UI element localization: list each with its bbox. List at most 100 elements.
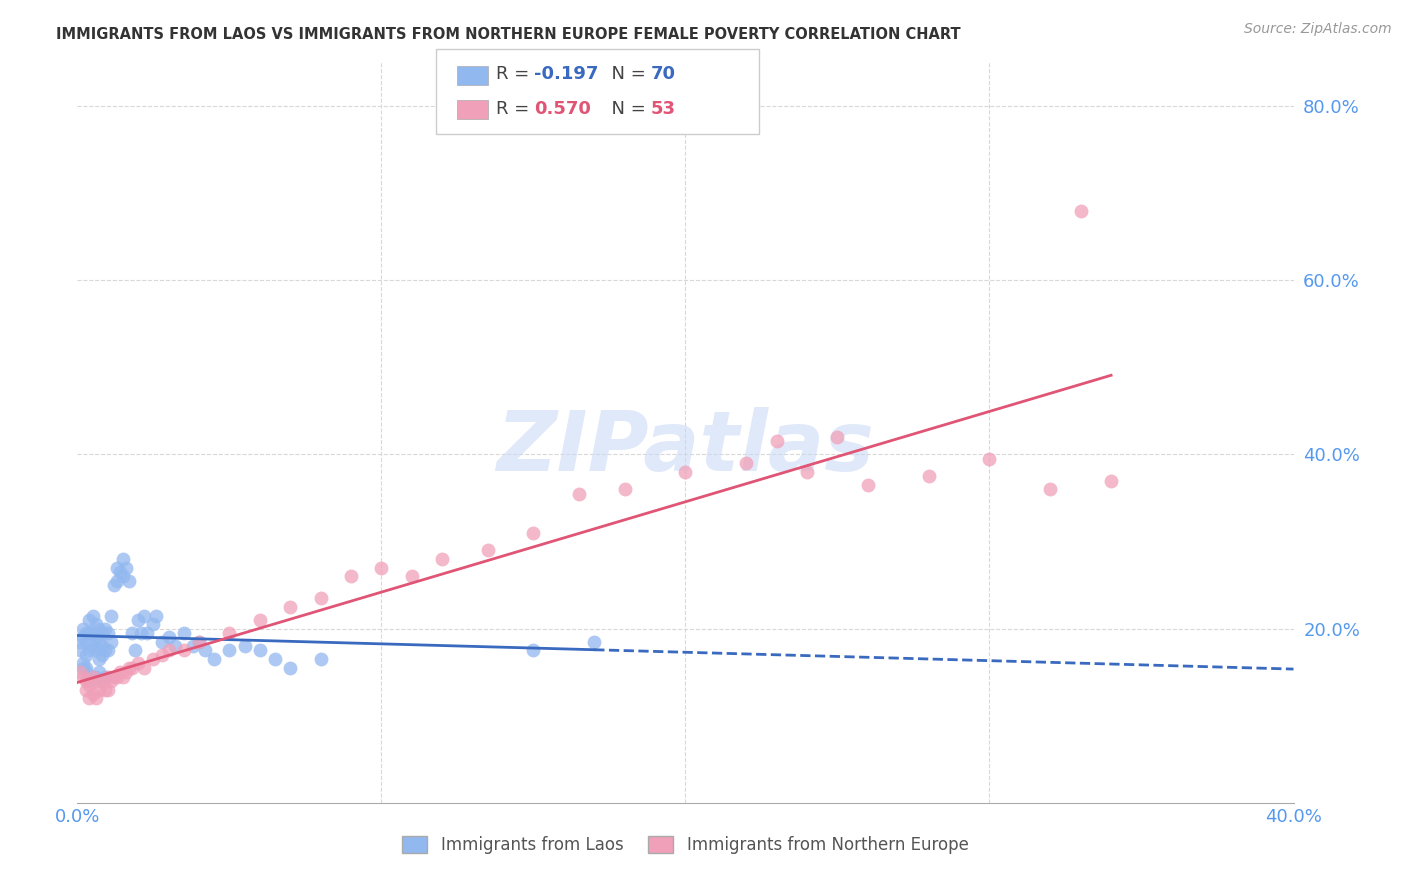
- Text: N =: N =: [600, 100, 652, 118]
- Point: [84, 669, 107, 683]
- Point: [152, 634, 174, 648]
- Point: [90, 648, 112, 662]
- Point: [522, 643, 544, 657]
- Point: [796, 465, 818, 479]
- Point: [264, 652, 287, 666]
- Point: [72, 661, 94, 675]
- Point: [82, 687, 104, 701]
- Point: [142, 617, 165, 632]
- Point: [127, 613, 149, 627]
- Point: [1099, 474, 1122, 488]
- Point: [87, 665, 110, 680]
- Point: [157, 643, 180, 657]
- Point: [194, 643, 217, 657]
- Point: [82, 626, 104, 640]
- Point: [75, 682, 97, 697]
- Point: [84, 643, 107, 657]
- Point: [370, 560, 392, 574]
- Point: [72, 630, 94, 644]
- Text: -0.197: -0.197: [534, 65, 599, 84]
- Point: [69, 634, 91, 648]
- Point: [278, 599, 301, 614]
- Point: [613, 482, 636, 496]
- Point: [84, 617, 107, 632]
- Point: [401, 569, 423, 583]
- Point: [1039, 482, 1062, 496]
- Point: [84, 673, 107, 688]
- Point: [127, 657, 149, 671]
- Point: [218, 626, 240, 640]
- Point: [173, 626, 195, 640]
- Point: [233, 639, 256, 653]
- Point: [82, 669, 104, 683]
- Point: [87, 622, 110, 636]
- Point: [477, 543, 499, 558]
- Point: [87, 652, 110, 666]
- Point: [129, 626, 152, 640]
- Text: 53: 53: [651, 100, 676, 118]
- Point: [157, 630, 180, 644]
- Point: [115, 560, 138, 574]
- Point: [93, 622, 115, 636]
- Point: [583, 634, 606, 648]
- Point: [100, 634, 122, 648]
- Text: R =: R =: [496, 65, 536, 84]
- Point: [181, 639, 204, 653]
- Point: [202, 652, 225, 666]
- Point: [79, 626, 101, 640]
- Point: [856, 478, 879, 492]
- Point: [84, 691, 107, 706]
- Point: [124, 643, 146, 657]
- Point: [87, 682, 110, 697]
- Point: [136, 626, 159, 640]
- Point: [82, 669, 104, 683]
- Point: [675, 465, 697, 479]
- Point: [97, 669, 120, 683]
- Point: [82, 608, 104, 623]
- Point: [93, 669, 115, 683]
- Point: [97, 626, 120, 640]
- Point: [108, 665, 131, 680]
- Point: [90, 673, 112, 688]
- Legend: Immigrants from Laos, Immigrants from Northern Europe: Immigrants from Laos, Immigrants from No…: [395, 830, 976, 861]
- Text: ZIPatlas: ZIPatlas: [496, 407, 875, 488]
- Point: [87, 634, 110, 648]
- Text: Source: ZipAtlas.com: Source: ZipAtlas.com: [1244, 22, 1392, 37]
- Point: [121, 661, 143, 675]
- Point: [75, 648, 97, 662]
- Point: [278, 661, 301, 675]
- Point: [142, 652, 165, 666]
- Point: [218, 643, 240, 657]
- Text: 0.570: 0.570: [534, 100, 591, 118]
- Point: [69, 665, 91, 680]
- Point: [75, 626, 97, 640]
- Point: [79, 643, 101, 657]
- Point: [340, 569, 363, 583]
- Point: [72, 657, 94, 671]
- Point: [1070, 203, 1092, 218]
- Text: N =: N =: [600, 65, 652, 84]
- Point: [111, 552, 134, 566]
- Point: [735, 456, 758, 470]
- Point: [309, 591, 332, 606]
- Point: [979, 451, 1001, 466]
- Point: [134, 608, 156, 623]
- Point: [93, 643, 115, 657]
- Text: R =: R =: [496, 100, 536, 118]
- Point: [188, 634, 211, 648]
- Point: [97, 643, 120, 657]
- Point: [134, 661, 156, 675]
- Point: [69, 643, 91, 657]
- Point: [827, 430, 849, 444]
- Point: [93, 682, 115, 697]
- Point: [75, 661, 97, 675]
- Point: [105, 560, 128, 574]
- Point: [79, 691, 101, 706]
- Point: [103, 669, 125, 683]
- Text: 70: 70: [651, 65, 676, 84]
- Point: [188, 634, 211, 648]
- Point: [118, 574, 141, 588]
- Point: [309, 652, 332, 666]
- Point: [90, 673, 112, 688]
- Point: [522, 525, 544, 540]
